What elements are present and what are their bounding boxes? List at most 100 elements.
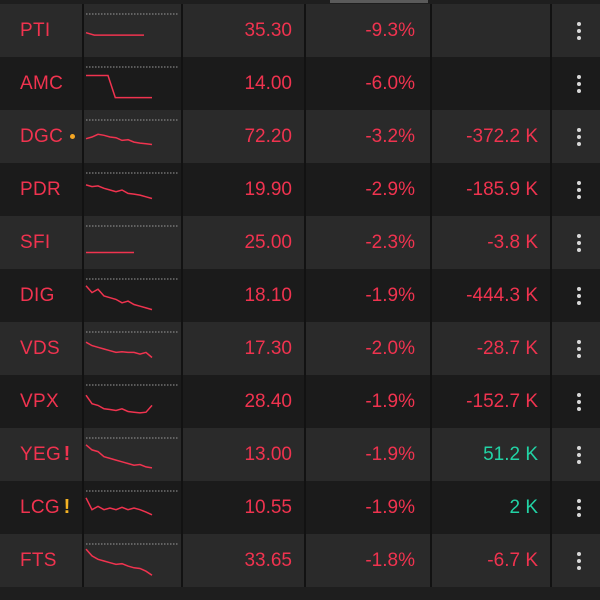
sparkline-chart [86, 225, 179, 254]
price-value: 19.90 [244, 178, 292, 200]
column-separator [181, 428, 183, 481]
column-separator [430, 163, 432, 216]
stock-row[interactable]: SFI 25.00 -2.3% -3.8 K [0, 216, 600, 269]
column-separator [82, 269, 84, 322]
stock-row[interactable]: PTI 35.30 -9.3% [0, 4, 600, 57]
stock-row[interactable]: PDR 19.90 -2.9% -185.9 K [0, 163, 600, 216]
column-separator [82, 481, 84, 534]
column-separator [82, 375, 84, 428]
column-separator [304, 534, 306, 587]
more-vert-icon[interactable] [564, 375, 594, 428]
ticker-symbol[interactable]: DGC [20, 125, 64, 147]
change-percent: -1.9% [365, 443, 415, 465]
change-percent: -9.3% [365, 19, 415, 41]
column-separator [550, 428, 552, 481]
price-value: 72.20 [244, 125, 292, 147]
column-separator [82, 110, 84, 163]
more-vert-icon[interactable] [564, 322, 594, 375]
change-percent: -1.9% [365, 496, 415, 518]
ticker-symbol[interactable]: FTS [20, 549, 57, 571]
ticker-symbol[interactable]: VDS [20, 337, 60, 359]
stock-row[interactable]: VPX 28.40 -1.9% -152.7 K [0, 375, 600, 428]
price-trend-line [85, 394, 153, 414]
column-separator [304, 110, 306, 163]
ticker-symbol[interactable]: SFI [20, 231, 51, 253]
ticker-symbol[interactable]: VPX [20, 390, 59, 412]
column-separator [304, 322, 306, 375]
sparkline-chart [85, 331, 179, 359]
stock-row[interactable]: YEG! 13.00 -1.9% 51.2 K [0, 428, 600, 481]
ticker-symbol[interactable]: AMC [20, 72, 64, 94]
column-separator [550, 481, 552, 534]
more-vert-icon[interactable] [564, 269, 594, 322]
stock-row[interactable]: DGC 72.20 -3.2% -372.2 K [0, 110, 600, 163]
net-flow-value: -6.7 K [487, 549, 538, 571]
column-separator [82, 57, 84, 110]
column-separator [181, 57, 183, 110]
sparkline-chart [85, 172, 179, 200]
sparkline-chart [86, 66, 179, 99]
column-separator [430, 57, 432, 110]
price-trend-line [85, 31, 144, 36]
column-separator [550, 110, 552, 163]
column-separator [430, 110, 432, 163]
price-value: 13.00 [244, 443, 292, 465]
column-separator [550, 375, 552, 428]
alert-yellow-icon: ! [63, 496, 71, 518]
more-vert-icon[interactable] [564, 534, 594, 587]
column-separator [550, 322, 552, 375]
ticker-symbol[interactable]: DIG [20, 284, 55, 306]
column-separator [181, 481, 183, 534]
status-dot-icon [68, 110, 76, 163]
price-trend-line [85, 497, 153, 516]
net-flow-value: -28.7 K [476, 337, 538, 359]
more-vert-icon[interactable] [564, 57, 594, 110]
more-vert-icon[interactable] [564, 4, 594, 57]
net-flow-value: -3.8 K [487, 231, 538, 253]
column-separator [304, 4, 306, 57]
stock-row[interactable]: VDS 17.30 -2.0% -28.7 K [0, 322, 600, 375]
stock-row[interactable]: FTS 33.65 -1.8% -6.7 K [0, 534, 600, 587]
column-separator [550, 163, 552, 216]
more-vert-icon[interactable] [564, 163, 594, 216]
column-separator [430, 322, 432, 375]
column-separator [82, 163, 84, 216]
price-trend-line [85, 444, 153, 469]
price-trend-line [85, 285, 153, 311]
column-separator [550, 269, 552, 322]
price-value: 35.30 [244, 19, 292, 41]
price-trend-line [86, 74, 152, 99]
ticker-symbol[interactable]: PTI [20, 19, 51, 41]
column-separator [430, 534, 432, 587]
column-separator [304, 269, 306, 322]
price-value: 17.30 [244, 337, 292, 359]
sparkline-chart [85, 119, 179, 146]
column-separator [181, 322, 183, 375]
column-separator [430, 269, 432, 322]
change-percent: -2.9% [365, 178, 415, 200]
sparkline-chart [85, 490, 179, 516]
net-flow-value: -372.2 K [466, 125, 538, 147]
column-separator [181, 4, 183, 57]
column-separator [550, 57, 552, 110]
sparkline-chart [85, 437, 179, 469]
column-separator [304, 216, 306, 269]
stock-row[interactable]: DIG 18.10 -1.9% -444.3 K [0, 269, 600, 322]
more-vert-icon[interactable] [564, 110, 594, 163]
ticker-symbol[interactable]: PDR [20, 178, 62, 200]
price-value: 33.65 [244, 549, 292, 571]
stock-row[interactable]: LCG! 10.55 -1.9% 2 K [0, 481, 600, 534]
more-vert-icon[interactable] [564, 428, 594, 481]
stock-row[interactable]: AMC 14.00 -6.0% [0, 57, 600, 110]
ticker-symbol[interactable]: YEG [20, 443, 62, 465]
more-vert-icon[interactable] [564, 216, 594, 269]
column-separator [82, 428, 84, 481]
more-vert-icon[interactable] [564, 481, 594, 534]
ticker-symbol[interactable]: LCG [20, 496, 60, 518]
column-separator [82, 4, 84, 57]
column-separator [430, 428, 432, 481]
sparkline-chart [85, 278, 179, 311]
change-percent: -2.0% [365, 337, 415, 359]
alert-red-icon: ! [63, 443, 71, 465]
column-separator [430, 375, 432, 428]
